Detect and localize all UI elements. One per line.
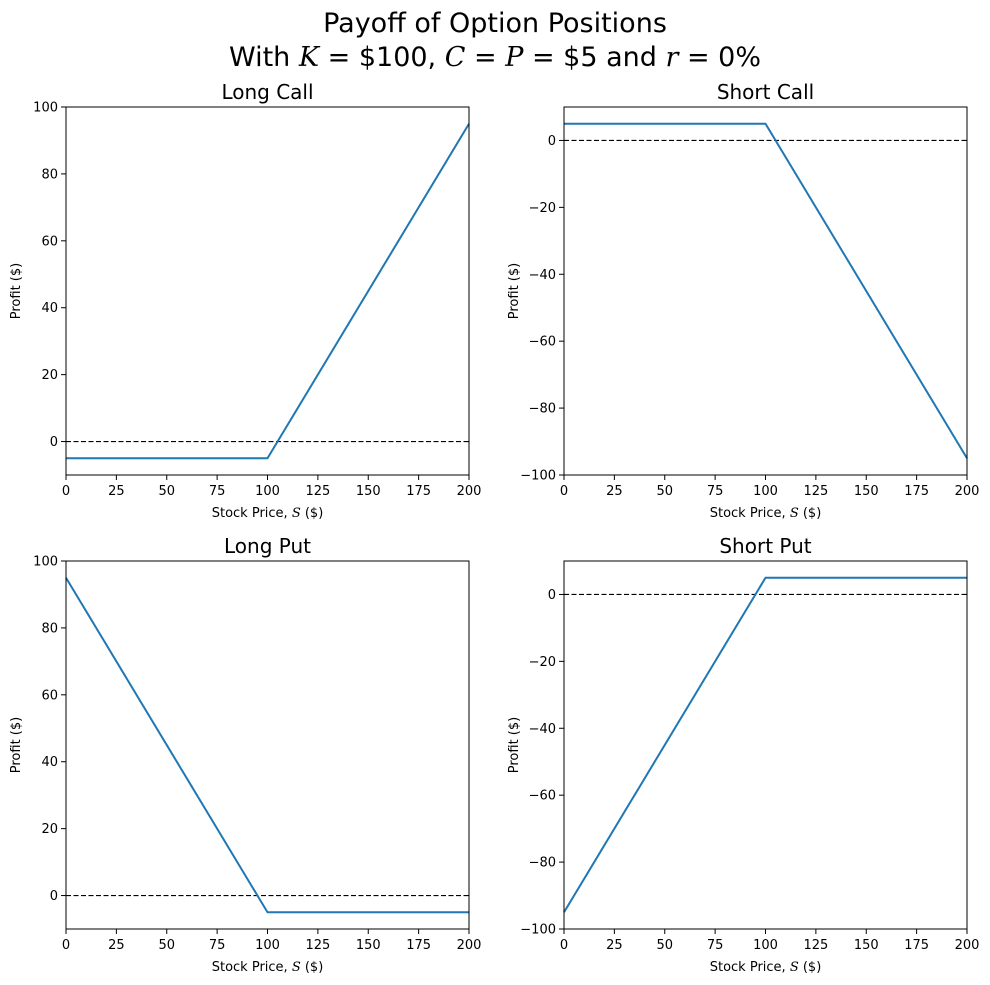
short-call-xtick-label: 0 [560, 484, 568, 499]
long-call-ylabel: Profit ($) [9, 263, 24, 319]
short-call-ytick-label: 0 [548, 134, 556, 149]
long-put-xtick-label: 175 [406, 938, 431, 953]
long-call-ytick-label: 60 [41, 234, 58, 249]
long-call-xtick-label: 0 [62, 484, 70, 499]
short-put-panel: Short Put 0 25 50 75 100 125 150 175 200 −100 −80 −6… [507, 534, 979, 975]
short-call-title: Short Call [717, 80, 814, 104]
short-call-ytick-label: −20 [529, 201, 556, 216]
long-call-xlabel: Stock Price, S ($) [212, 506, 324, 521]
short-call-xtick-label: 125 [803, 484, 828, 499]
short-put-ytick-label: −20 [529, 655, 556, 670]
long-call-ytick-label: 0 [50, 435, 58, 450]
short-put-ytick-label: −80 [529, 856, 556, 871]
short-call-ytick-label: −40 [529, 268, 556, 283]
long-call-panel: Long Call 0 25 50 75 100 125 150 175 200 0 20 40 60 80… [9, 80, 481, 521]
long-put-ylabel: Profit ($) [9, 717, 24, 773]
long-put-title: Long Put [224, 534, 311, 558]
long-put-ytick-label: 80 [41, 621, 58, 636]
long-put-ytick-label: 60 [41, 688, 58, 703]
short-call-ytick-label: −80 [529, 402, 556, 417]
long-call-ytick-label: 100 [33, 101, 58, 116]
short-put-xtick-label: 50 [656, 938, 673, 953]
short-put-xtick-label: 200 [955, 938, 980, 953]
long-put-xtick-label: 200 [457, 938, 482, 953]
long-put-ytick-label: 40 [41, 755, 58, 770]
long-put-xtick-label: 100 [255, 938, 280, 953]
short-call-xtick-label: 75 [707, 484, 724, 499]
long-put-xtick-label: 0 [62, 938, 70, 953]
long-call-title: Long Call [221, 80, 313, 104]
long-call-ytick-label: 20 [41, 368, 58, 383]
short-put-xtick-label: 175 [904, 938, 929, 953]
long-put-xtick-label: 125 [305, 938, 330, 953]
long-put-ytick-label: 100 [33, 555, 58, 570]
long-call-ytick-label: 80 [41, 167, 58, 182]
short-put-xtick-label: 25 [606, 938, 623, 953]
short-put-xtick-label: 125 [803, 938, 828, 953]
short-put-title: Short Put [719, 534, 811, 558]
short-call-xtick-label: 100 [753, 484, 778, 499]
long-call-xtick-label: 25 [108, 484, 125, 499]
long-call-xtick-label: 75 [209, 484, 226, 499]
long-put-ytick-label: 0 [50, 889, 58, 904]
long-put-xtick-label: 75 [209, 938, 226, 953]
short-call-ylabel: Profit ($) [507, 263, 522, 319]
figure-title-line1: Payoff of Option Positions [323, 8, 667, 39]
short-put-xtick-label: 0 [560, 938, 568, 953]
short-put-series-line [563, 576, 967, 913]
long-call-xtick-label: 50 [158, 484, 175, 499]
short-put-ytick-label: −100 [520, 923, 556, 938]
short-call-xlabel: Stock Price, S ($) [710, 506, 822, 521]
short-call-panel: Short Call 0 25 50 75 100 125 150 175 200 −100 −80 −… [507, 80, 979, 521]
long-put-panel: Long Put 0 25 50 75 100 125 150 175 200 0 20 40 60 80 1… [9, 534, 481, 975]
short-put-xtick-label: 100 [753, 938, 778, 953]
short-call-ytick-label: −60 [529, 335, 556, 350]
long-put-series-line [65, 577, 469, 914]
short-put-ytick-label: −40 [529, 722, 556, 737]
short-call-series-line [564, 122, 968, 459]
short-put-xlabel: Stock Price, S ($) [710, 960, 822, 975]
long-put-xtick-label: 150 [356, 938, 381, 953]
long-put-ytick-label: 20 [41, 822, 58, 837]
long-call-series-line [66, 123, 470, 460]
short-put-ytick-label: −60 [529, 789, 556, 804]
long-call-xtick-label: 175 [406, 484, 431, 499]
short-put-ylabel: Profit ($) [507, 717, 522, 773]
short-call-xtick-label: 200 [955, 484, 980, 499]
short-put-ytick-label: 0 [548, 588, 556, 603]
long-put-xtick-label: 25 [108, 938, 125, 953]
short-call-xtick-label: 50 [656, 484, 673, 499]
short-call-xtick-label: 25 [606, 484, 623, 499]
short-call-xtick-label: 175 [904, 484, 929, 499]
short-put-xtick-label: 75 [707, 938, 724, 953]
long-call-xtick-label: 100 [255, 484, 280, 499]
figure-title-line2: With K = $100, C = P = $5 and r = 0% [229, 42, 761, 73]
short-put-xtick-label: 150 [854, 938, 879, 953]
long-call-xtick-label: 125 [305, 484, 330, 499]
long-call-ytick-label: 40 [41, 301, 58, 316]
long-put-xtick-label: 50 [158, 938, 175, 953]
long-call-xtick-label: 150 [356, 484, 381, 499]
long-put-xlabel: Stock Price, S ($) [212, 960, 324, 975]
short-call-xtick-label: 150 [854, 484, 879, 499]
short-call-ytick-label: −100 [520, 469, 556, 484]
long-call-xtick-label: 200 [457, 484, 482, 499]
